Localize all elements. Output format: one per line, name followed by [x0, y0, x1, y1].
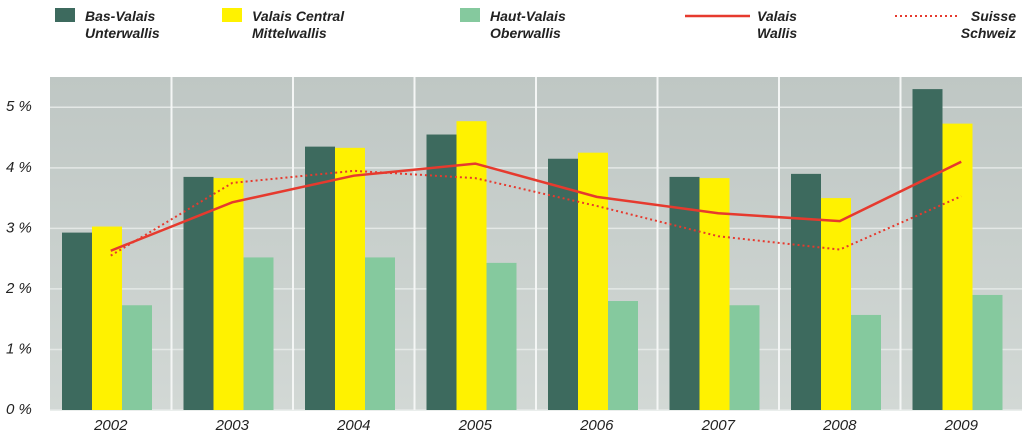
bar [729, 305, 760, 410]
bar [699, 178, 730, 410]
x-tick-label: 2007 [701, 417, 736, 434]
bar [62, 232, 92, 410]
y-tick-label: 4 % [6, 159, 32, 176]
bar [456, 121, 487, 410]
legend-swatch [222, 8, 242, 22]
bar [578, 152, 608, 410]
y-tick-label: 5 % [6, 98, 32, 115]
bar [335, 147, 365, 410]
y-tick-label: 1 % [6, 340, 32, 357]
y-tick-label: 3 % [6, 219, 32, 236]
y-tick-label: 2 % [5, 280, 32, 297]
legend-label: Suisse Schweiz [960, 8, 1016, 41]
bar [669, 176, 700, 410]
bar [912, 89, 943, 410]
legend-swatch [55, 8, 75, 22]
bar [851, 314, 881, 410]
bar [365, 257, 395, 410]
legend-label: Valais Central Mittelwallis [252, 8, 345, 41]
x-tick-label: 2004 [336, 417, 370, 434]
x-tick-label: 2005 [458, 417, 493, 434]
legend-label: Valais Wallis [757, 8, 798, 41]
legend-label: Bas-Valais Unterwallis [85, 8, 160, 41]
x-tick-label: 2003 [215, 417, 250, 434]
bar [548, 158, 578, 410]
bar [486, 262, 517, 410]
bar [92, 226, 122, 410]
bar [213, 178, 244, 410]
bar [608, 301, 638, 410]
bar [243, 257, 274, 410]
x-tick-label: 2008 [822, 417, 857, 434]
bar [821, 198, 851, 410]
legend-swatch [460, 8, 480, 22]
legend-label: Haut-Valais Oberwallis [490, 8, 566, 41]
line-series [110, 169, 962, 257]
y-tick-label: 0 % [6, 401, 32, 418]
bar [942, 123, 973, 411]
bar [791, 173, 821, 410]
x-tick-label: 2002 [93, 417, 128, 434]
bar [305, 146, 335, 411]
bar [122, 305, 152, 410]
bar [426, 134, 457, 410]
x-tick-label: 2009 [944, 417, 979, 434]
x-tick-label: 2006 [579, 417, 614, 434]
bar [972, 294, 1003, 410]
line-series [110, 160, 962, 252]
